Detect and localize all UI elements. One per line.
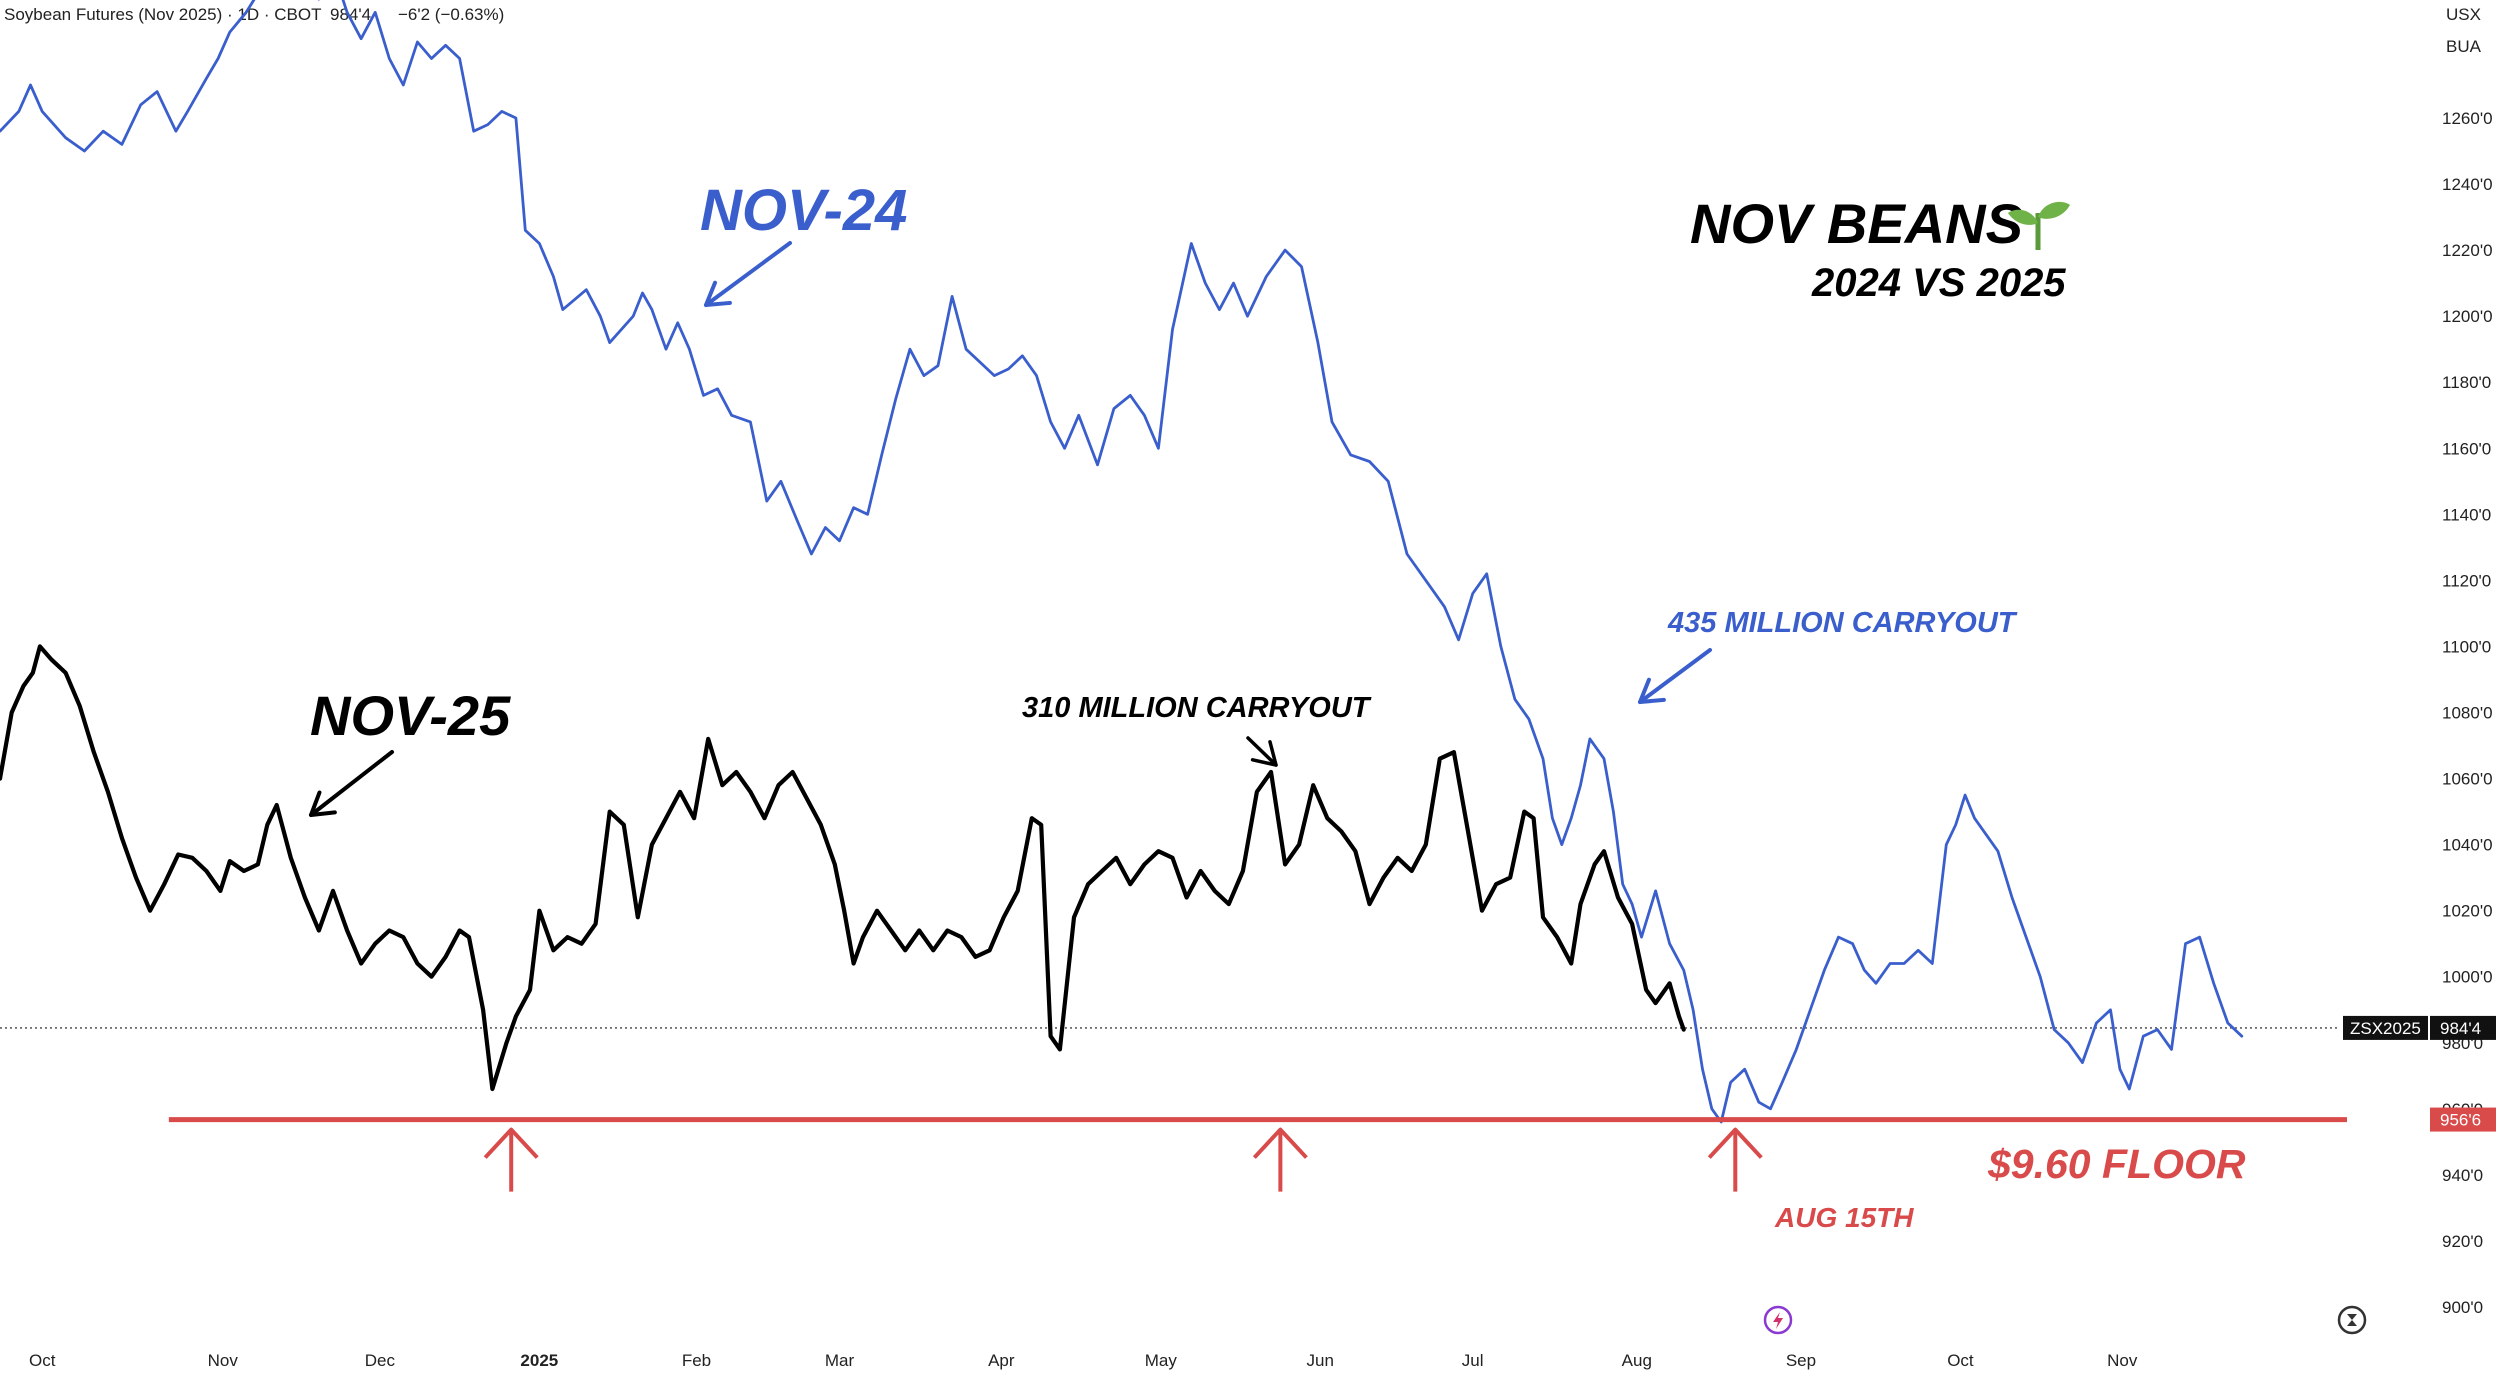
y-tick-label: 1100'0	[2442, 637, 2491, 656]
y-tick-label: 1040'0	[2442, 836, 2493, 855]
x-tick-label: 2025	[520, 1351, 558, 1370]
y-tick-label: 1200'0	[2442, 307, 2493, 326]
sprout-icon	[2008, 201, 2070, 250]
y-tick-label: 1180'0	[2442, 373, 2491, 392]
x-tick-label: Nov	[208, 1351, 239, 1370]
pointer-arrow	[1638, 648, 1712, 704]
label-nov-25: NOV-25	[310, 684, 511, 747]
price-change: −6'2 (−0.63%)	[398, 5, 504, 24]
y-tick-label: 1060'0	[2442, 770, 2493, 789]
y-tick-label: 1120'0	[2442, 571, 2491, 590]
y-tick-label: 900'0	[2442, 1298, 2483, 1317]
title-nov-beans: NOV BEANS	[1690, 192, 2023, 255]
floor-tag-value: 956'6	[2440, 1111, 2481, 1130]
chart-title-symbol[interactable]: Soybean Futures (Nov 2025) · 1D · CBOT	[4, 5, 321, 24]
series-line-nov-24[interactable]	[0, 0, 2244, 1124]
x-tick-label: Nov	[2107, 1351, 2138, 1370]
y-tick-label: 1160'0	[2442, 439, 2491, 458]
price-tag-value: 984'4	[2440, 1019, 2481, 1038]
x-tick-label: May	[1145, 1351, 1178, 1370]
x-tick-label: Sep	[1786, 1351, 1816, 1370]
price-tag[interactable]: ZSX2025 984'4	[2343, 1015, 2496, 1040]
currency-label[interactable]: USX	[2446, 5, 2481, 24]
last-price: 984'4	[330, 5, 371, 24]
x-tick-label: Oct	[29, 1351, 56, 1370]
y-tick-label: 1020'0	[2442, 902, 2493, 921]
x-tick-label: Aug	[1622, 1351, 1652, 1370]
series-lines	[0, 0, 2244, 1124]
y-tick-label: 920'0	[2442, 1232, 2483, 1251]
series-line-nov-25[interactable]	[0, 644, 1686, 1092]
label-nov-24: NOV-24	[700, 178, 907, 243]
subtitle-2024-vs-2025: 2024 VS 2025	[1811, 261, 2066, 305]
y-tick-label: 940'0	[2442, 1166, 2483, 1185]
label-aug-15th: AUG 15TH	[1774, 1202, 1914, 1233]
x-tick-label: Feb	[682, 1351, 711, 1370]
x-tick-label: Mar	[825, 1351, 855, 1370]
floor-up-arrow	[1252, 1127, 1308, 1192]
x-tick-label: Dec	[365, 1351, 396, 1370]
x-tick-label: Jul	[1462, 1351, 1484, 1370]
y-tick-label: 1080'0	[2442, 704, 2493, 723]
label-435-carryout: 435 MILLION CARRYOUT	[1667, 607, 2018, 639]
y-tick-label: 1220'0	[2442, 241, 2493, 260]
y-tick-label: 1260'0	[2442, 109, 2493, 128]
pointer-arrow	[704, 241, 792, 307]
y-tick-label: 1140'0	[2442, 505, 2491, 524]
floor-tag[interactable]: 956'6	[2430, 1107, 2496, 1132]
floor-up-arrow	[483, 1127, 539, 1192]
unit-label: BUA	[2446, 37, 2482, 56]
floor-arrows	[483, 1127, 1763, 1192]
pointer-arrow	[309, 750, 394, 817]
price-tag-symbol: ZSX2025	[2350, 1019, 2421, 1038]
x-axis[interactable]: Oct Nov Dec 2025 Feb Mar Apr May Jun Jul Aug Sep Oct…	[29, 1351, 2138, 1370]
pointer-arrow	[1246, 736, 1278, 767]
label-floor: $9.60 FLOOR	[1987, 1141, 2246, 1187]
x-tick-label: Oct	[1947, 1351, 1974, 1370]
floor-up-arrow	[1707, 1127, 1763, 1192]
x-tick-label: Apr	[988, 1351, 1015, 1370]
x-tick-label: Jun	[1307, 1351, 1334, 1370]
y-tick-label: 1000'0	[2442, 968, 2493, 987]
y-tick-label: 1240'0	[2442, 175, 2493, 194]
annotation-arrows	[309, 241, 1712, 817]
replay-icon[interactable]	[2337, 1305, 2367, 1335]
label-310-carryout: 310 MILLION CARRYOUT	[1022, 692, 1372, 724]
lightning-icon[interactable]	[1763, 1305, 1793, 1335]
